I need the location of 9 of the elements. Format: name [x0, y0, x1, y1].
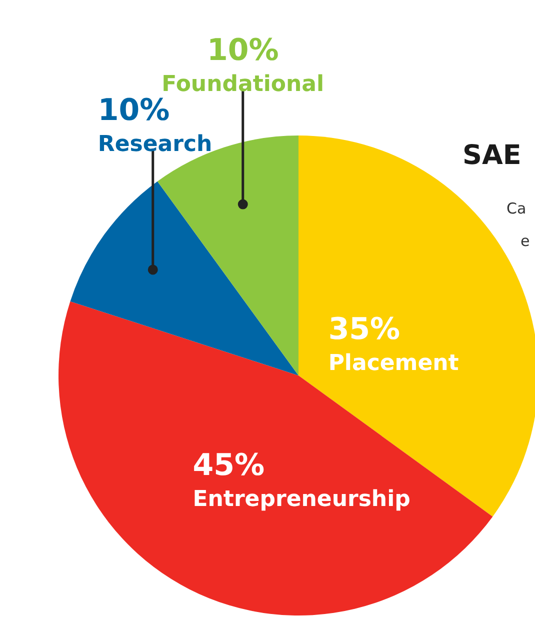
data-label: 35% — [328, 312, 400, 348]
slice-label: Research — [98, 132, 212, 157]
data-label: 45% — [192, 448, 265, 483]
data-label: 10% — [206, 33, 279, 68]
text: Ca — [506, 200, 526, 218]
text: SAE — [462, 140, 522, 171]
slice-label: Entrepreneurship — [192, 486, 410, 512]
slice-label: Placement — [328, 351, 460, 376]
text: e — [520, 232, 530, 250]
